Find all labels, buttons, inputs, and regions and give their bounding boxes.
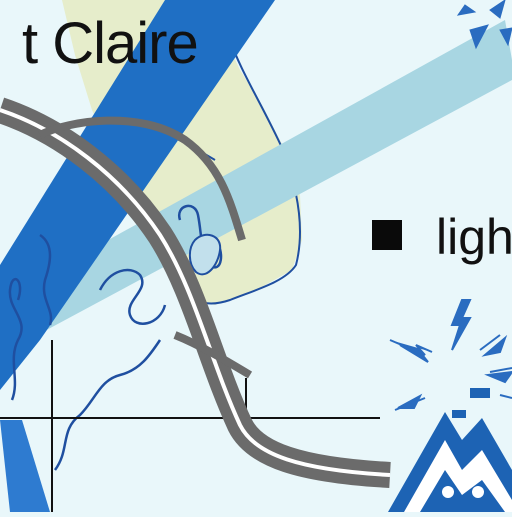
highway-spur (173, 331, 253, 379)
light-channel (0, 20, 512, 355)
river-branch (0, 420, 50, 512)
coastline (189, 39, 301, 305)
stream (8, 277, 23, 401)
place-label: t Claire (22, 11, 199, 76)
mountain-logo-icon (388, 388, 512, 512)
stream (53, 339, 162, 471)
lightning-burst-icon (389, 299, 512, 411)
highway-loop (38, 116, 246, 242)
lake (188, 233, 222, 276)
lightning-burst-icon (456, 0, 512, 50)
legend-square-marker (372, 220, 402, 250)
stream (39, 233, 53, 326)
stream (98, 268, 167, 325)
legend-label: ligh (436, 209, 512, 265)
highway-main (0, 97, 391, 488)
